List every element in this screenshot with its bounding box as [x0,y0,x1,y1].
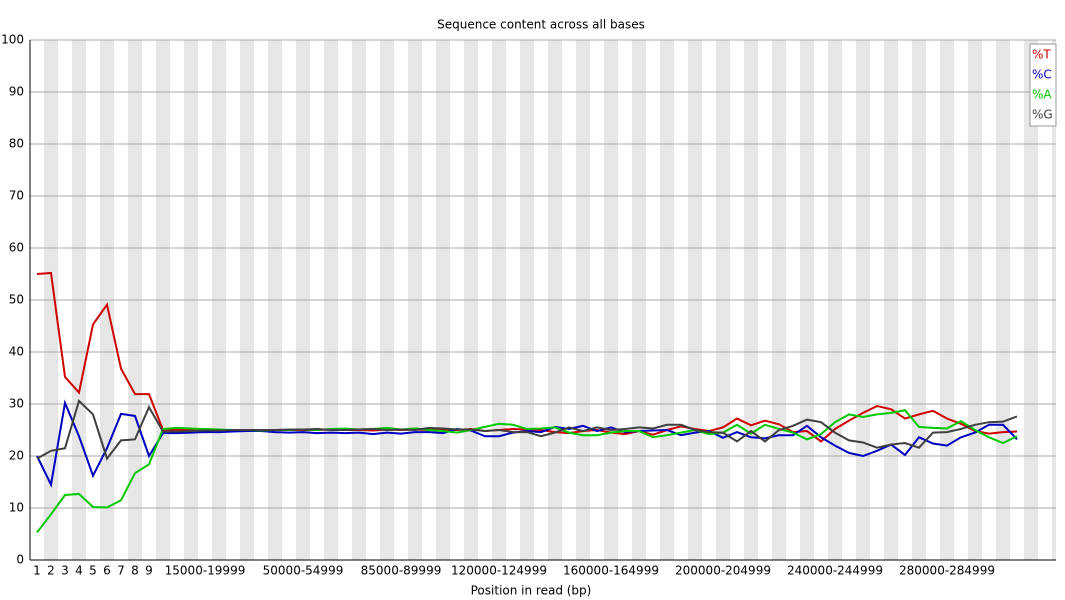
x-tick-label: 85000-89999 [361,564,442,578]
legend-box [1029,43,1057,127]
x-axis-label: Position in read (bp) [471,584,592,598]
y-tick-label: 80 [9,137,24,151]
series-line [36,409,1018,534]
x-tick-label: 7 [117,564,125,578]
y-tick-label: 60 [9,241,24,255]
y-tick-label: 20 [9,449,24,463]
x-tick-label: 5 [89,564,97,578]
x-tick-label: 9 [145,564,153,578]
x-tick-label: 240000-244999 [787,564,883,578]
x-tick-label: 15000-19999 [165,564,246,578]
x-tick-label: 1 [33,564,41,578]
series-line [36,399,1018,488]
legend-entry: %T [1032,48,1051,62]
y-tick-label: 40 [9,345,24,359]
x-tick-label: 280000-284999 [899,564,995,578]
y-tick-label: 70 [9,189,24,203]
x-tick-label: 200000-204999 [675,564,771,578]
y-tick-label: 100 [1,33,24,47]
y-tick-label: 0 [16,553,24,567]
legend-entry: %G [1032,108,1053,122]
y-tick-label: 30 [9,397,24,411]
x-tick-label: 50000-54999 [263,564,344,578]
x-tick-label: 4 [75,564,83,578]
x-tick-label: 160000-164999 [563,564,659,578]
y-tick-label: 10 [9,501,24,515]
x-tick-label: 8 [131,564,139,578]
legend-entry: %C [1032,68,1052,82]
x-tick-label: 2 [47,564,55,578]
x-tick-label: 120000-124999 [451,564,547,578]
x-tick-label: 6 [103,564,111,578]
y-tick-label: 50 [9,293,24,307]
series-line [36,399,1018,461]
y-tick-label: 90 [9,85,24,99]
x-tick-label: 3 [61,564,69,578]
chart-title: Sequence content across all bases [437,18,645,32]
legend-entry: %A [1032,88,1052,102]
